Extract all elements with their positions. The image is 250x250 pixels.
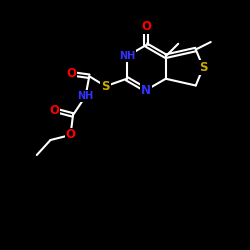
Text: O: O	[66, 128, 76, 141]
Text: N: N	[141, 84, 151, 96]
Text: NH: NH	[78, 91, 94, 101]
Text: O: O	[49, 104, 59, 117]
Text: O: O	[141, 20, 151, 33]
Text: S: S	[199, 61, 207, 74]
Text: O: O	[66, 67, 76, 80]
Text: NH: NH	[119, 51, 135, 61]
Text: S: S	[101, 80, 110, 93]
